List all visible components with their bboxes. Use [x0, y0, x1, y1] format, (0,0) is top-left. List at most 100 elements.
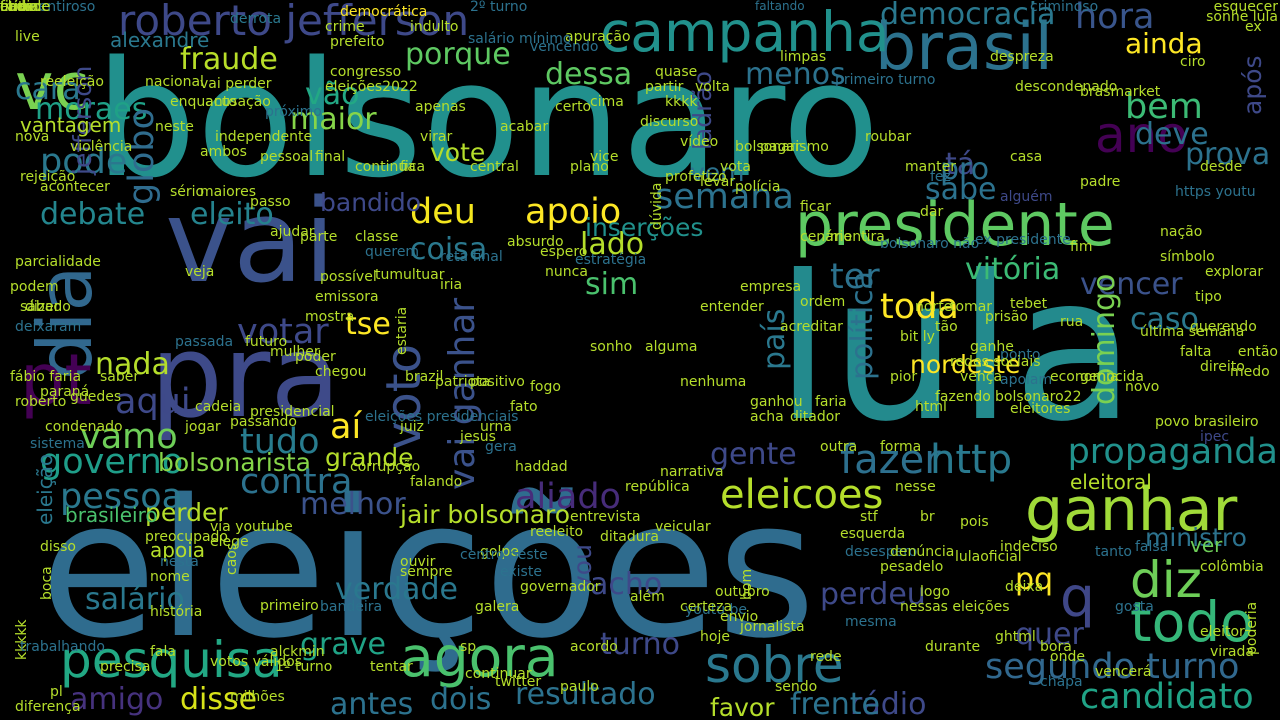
word-reta-final: reta final	[440, 249, 503, 265]
word-novo: novo	[1125, 379, 1160, 395]
word-eleicao: eleição	[33, 453, 57, 525]
word-perder: perder	[145, 498, 228, 527]
word-nordeste: nordeste	[910, 350, 1021, 379]
word-passo: passo	[250, 194, 291, 210]
word-empresa: empresa	[740, 279, 802, 295]
word-vai-perder: vai perder	[200, 76, 272, 92]
word-twitter: twitter	[495, 674, 542, 690]
word-boca: boca	[39, 566, 55, 600]
word-nunca: nunca	[545, 264, 588, 280]
word-antes: antes	[330, 687, 414, 720]
word-deve: deve	[1135, 117, 1209, 152]
word-onde: onde	[1050, 649, 1085, 665]
word-precisa: precisa	[100, 659, 151, 675]
word-trabalhando: trabalhando	[20, 639, 105, 655]
word-redes-sociais: redes sociais	[950, 354, 1041, 370]
word-brasil: brasil	[875, 10, 1053, 85]
word-podem: podem	[10, 279, 59, 295]
word-logo: logo	[920, 584, 950, 600]
word-bolsonaro-nao: bolsonaro não	[880, 236, 980, 252]
word-ditador: ditador	[790, 409, 841, 425]
word-pl: pl	[50, 684, 63, 700]
word-presidente: presidente	[795, 190, 1115, 260]
word-pagar: pagar	[760, 139, 801, 155]
word-congresso: congresso	[330, 64, 402, 80]
word-votos-validos: votos válidos	[210, 654, 303, 670]
word-pesadelo: pesadelo	[880, 559, 944, 575]
word-saber: saber	[100, 369, 140, 385]
word-1-turno: 1º turno	[275, 659, 333, 675]
word-governo: governo	[40, 442, 184, 482]
word-br: br	[920, 509, 935, 525]
word-narrativa: narrativa	[660, 464, 724, 480]
word-turno: turno	[600, 627, 680, 662]
word-patriota: patriota	[435, 374, 491, 390]
word-sabado: sábado	[20, 299, 71, 315]
word-jair-bolsonaro: jair bolsonaro	[400, 500, 571, 529]
word-esquerda: esquerda	[840, 526, 906, 542]
word-guedes: guedes	[70, 389, 122, 405]
word-gera: gera	[485, 439, 517, 455]
word-acordo: acordo	[570, 639, 618, 655]
word-ex: ex	[1245, 19, 1262, 35]
word-alexandre: alexandre	[110, 28, 210, 52]
word-haddad: haddad	[515, 459, 568, 475]
word-bandido: bandido	[320, 188, 422, 217]
word-grande: grande	[325, 443, 414, 472]
word-bolsonaro22: bolsonaro22	[995, 389, 1082, 405]
word-violencia: violência	[70, 139, 133, 155]
word-q: q	[1060, 565, 1095, 629]
word-acha: acha	[750, 409, 784, 425]
word-republica: república	[625, 479, 690, 495]
word-povo-brasileiro: povo brasileiro	[1155, 414, 1259, 430]
word-prefeito: prefeito	[330, 34, 385, 50]
word-roubar: roubar	[865, 129, 912, 145]
word-urna: urna	[480, 419, 512, 435]
word-tomar: tomar	[950, 299, 993, 315]
word-sendo: sendo	[775, 679, 818, 695]
word-final: final	[315, 149, 346, 165]
word-melhor: melhor	[300, 487, 406, 522]
word-lula: lula	[775, 233, 1136, 466]
word-gente: gente	[710, 437, 797, 472]
word-sp: sp	[460, 639, 477, 655]
word-levar: levar	[700, 174, 736, 190]
word-presidencial: presidencial	[250, 404, 335, 420]
word-sobre: sobre	[705, 636, 844, 694]
word-chapa: chapa	[1040, 674, 1083, 690]
word-ghtml: ghtml	[995, 629, 1036, 645]
word-democracia: democracia	[880, 0, 1056, 32]
word-elege: elege	[210, 534, 249, 550]
word-domingo: domingo	[1087, 273, 1122, 405]
word-desespero: desespero	[845, 544, 918, 560]
word-youtu-be: youtu be	[685, 602, 748, 618]
word-falando: falando	[410, 474, 463, 490]
word-politica: política	[845, 270, 880, 380]
word-apuracao: apuração	[565, 29, 631, 45]
word-vem: vem	[690, 158, 745, 187]
word-reeleito: reeleito	[530, 524, 584, 540]
word-sempre: sempre	[400, 564, 453, 580]
word-faria: faria	[815, 394, 847, 410]
word-stf: stf	[860, 509, 878, 525]
word-querendo: querendo	[1190, 319, 1257, 335]
word-radio: rádio	[850, 687, 927, 720]
word-mostra: mostra	[305, 309, 355, 325]
word-ter: ter	[830, 257, 880, 297]
word-nessas-eleicoes: nessas eleições	[900, 599, 1010, 615]
word-insercoes: inserções	[585, 213, 704, 242]
word-pesquisa: pesquisa	[60, 631, 283, 689]
word-menos: menos	[745, 57, 846, 92]
word-disse: disse	[180, 682, 258, 717]
word-juiz: juiz	[400, 419, 425, 435]
word-nome: nome	[150, 569, 190, 585]
word-pq: pq	[1015, 562, 1054, 597]
word-ai: aí	[330, 407, 362, 447]
word-poder: poder	[295, 349, 336, 365]
word-semana: semana	[655, 177, 794, 217]
word-contra: contra	[240, 462, 353, 502]
word-fez: fez	[930, 169, 951, 185]
word-ultima-semana: última semana	[1140, 324, 1245, 340]
word-veicular: veicular	[655, 519, 711, 535]
word-campanha: campanha	[600, 0, 890, 64]
